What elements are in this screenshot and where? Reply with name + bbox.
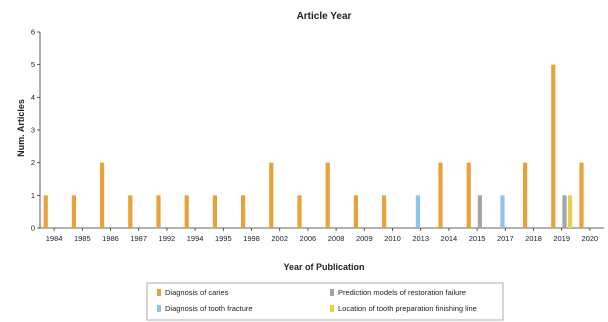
x-tick-label: 1985 [74,234,91,243]
x-tick-label: 1986 [102,234,119,243]
bar [43,195,48,228]
chart-title: Article Year [297,11,352,22]
y-tick-label: 6 [31,28,35,37]
x-tick-label: 1992 [159,234,176,243]
y-tick-label: 3 [31,126,35,135]
y-axis-label: Num. Articles [16,99,26,157]
x-tick-label: 1998 [243,234,260,243]
y-tick-label: 4 [31,93,35,102]
y-tick-label: 0 [31,224,35,233]
bar [500,195,505,228]
bar [477,195,482,228]
bar [466,162,471,228]
bar [325,162,330,228]
bar [184,195,189,228]
bar [568,195,573,228]
x-tick-label: 2020 [582,234,599,243]
bar [212,195,217,228]
bar [156,195,161,228]
x-tick-label: 2002 [271,234,288,243]
legend-swatch [157,289,161,296]
bar [353,195,358,228]
legend: Diagnosis of caries Diagnosis of tooth fr… [146,282,504,321]
y-tick-label: 2 [31,158,35,167]
x-tick-label: 2017 [497,234,514,243]
bar [100,162,105,228]
legend-swatch [330,305,334,312]
x-tick-label: 2014 [441,234,458,243]
x-tick-label: 1987 [130,234,147,243]
bar [241,195,246,228]
x-tick-label: 2006 [300,234,317,243]
legend-label: Prediction models of restoration failure [338,288,466,297]
x-tick-label: 2009 [356,234,373,243]
legend-label: Diagnosis of tooth fracture [165,304,253,313]
x-tick-label: 2008 [328,234,345,243]
legend-swatch [157,305,161,312]
x-tick-label: 2015 [469,234,486,243]
bar [438,162,443,228]
x-tick-label: 1984 [46,234,63,243]
bar [551,64,556,229]
legend-label: Diagnosis of caries [165,288,229,297]
x-tick-label: 2013 [412,234,429,243]
bar [128,195,133,228]
bar [71,195,76,228]
bar [382,195,387,228]
legend-label: Location of tooth preparation finishing … [338,304,477,313]
legend-box [146,282,504,321]
x-tick-label: 2019 [553,234,570,243]
y-tick-label: 5 [31,60,35,69]
bar [415,195,420,228]
x-tick-label: 1995 [215,234,232,243]
x-tick-label: 2010 [384,234,401,243]
bar [562,195,567,228]
x-tick-label: 1994 [187,234,204,243]
bar [269,162,274,228]
plot-area: 0 1 2 3 4 5 6 1984 1985 1986 1987 1992 1994 1995 1998 2… [31,28,604,243]
bar [579,162,584,228]
x-tick-label: 2018 [525,234,542,243]
x-axis-label: Year of Publication [283,262,364,272]
legend-swatch [330,289,334,296]
y-tick-label: 1 [31,191,35,200]
bar [297,195,302,228]
bar [523,162,528,228]
